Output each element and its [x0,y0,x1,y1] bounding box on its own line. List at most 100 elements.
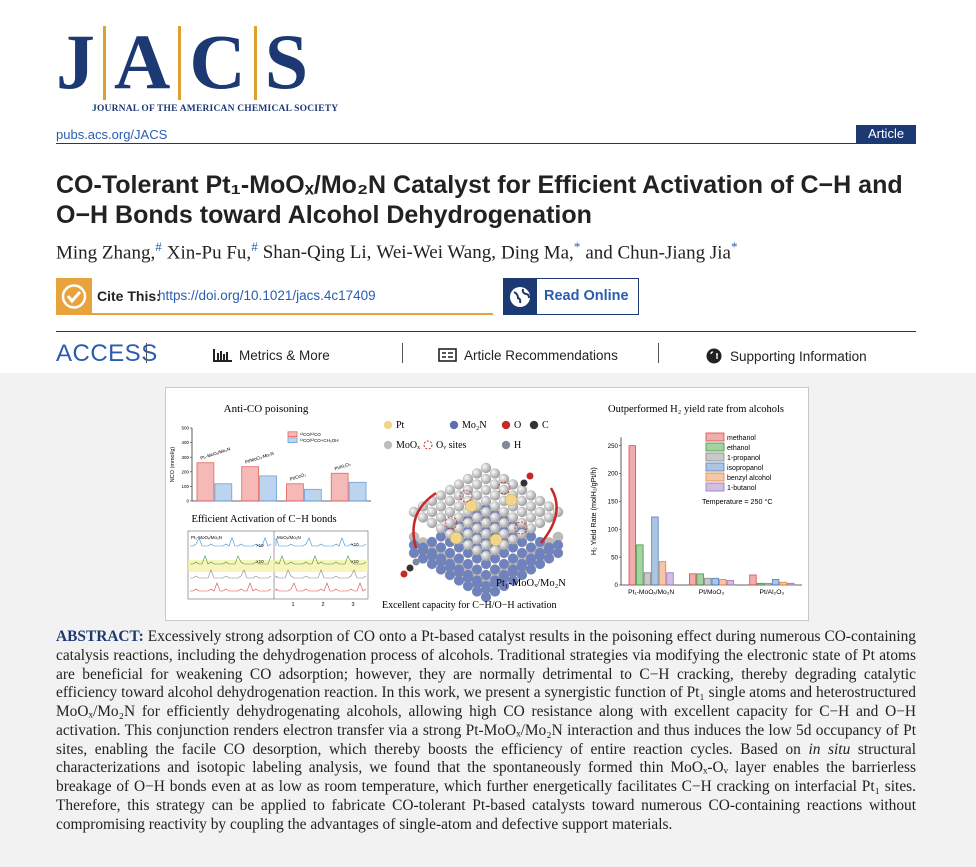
scale-note: ×10 [256,543,264,548]
author-mark: * [573,239,581,254]
legend-label: MoOₓ [396,440,420,451]
journal-name: JOURNAL OF THE AMERICAN CHEMICAL SOCIETY [92,104,339,114]
atom [480,550,492,562]
supporting-info-link[interactable]: Supporting Information [706,348,867,364]
atom [507,512,519,523]
legend-swatch [287,437,298,443]
abstract-part: in situ [808,740,851,758]
atom [471,523,483,534]
access-label: ACCESS [56,340,158,367]
pt-atom [464,499,478,513]
atom [471,512,483,523]
link-text: Article Recommendations [464,348,618,363]
atom [480,517,492,529]
article-type-badge: Article [856,125,916,143]
spectrum-trace [275,537,367,547]
read-online-button[interactable]: Read Online [503,278,639,315]
atom [525,523,537,534]
chart-title: Outperformed H₂ yield rate from alcohols [608,404,784,415]
bar [259,475,277,502]
atom [471,490,483,501]
abstract-text: Excessively strong adsorption of CO onto… [56,628,916,833]
pt-atom [489,533,503,547]
metrics-link[interactable]: Metrics & More [213,348,330,363]
atom [534,506,546,518]
atom [489,564,501,575]
spectrum-trace [190,582,272,592]
doi-link[interactable]: https://doi.org/10.1021/jacs.4c17409 [158,288,376,303]
recommendations-link[interactable]: Article Recommendations [438,348,618,363]
atom [525,512,537,523]
atom [417,542,429,553]
reaction-arrow [412,491,437,549]
atom [444,547,456,559]
atom [453,553,465,564]
x-category-label: Pt/Al₂O₃ [760,589,785,596]
atom [417,553,429,564]
abstract: ABSTRACT: Excessively strong adsorption o… [56,628,916,834]
molecule-atom [526,472,534,480]
atom [471,575,483,586]
author-name: Xin-Pu Fu, [166,242,252,264]
globe-icon [510,287,530,307]
atom [498,484,510,496]
legend-marker [501,440,511,450]
logo-letter: S [264,18,309,105]
legend-label: H [514,440,521,451]
x-category-label: Pt/Al₂O₃ [334,461,351,471]
atom [453,479,465,490]
spectra-x-tick: 1 [291,602,294,608]
spectrum-trace [275,582,367,592]
atom [543,553,555,564]
spectra-x-tick: 3 [351,602,354,608]
author-name: Wei-Wei Wang, [376,242,496,264]
y-axis-label: H₂ Yield Rate (molH₂/gPt/h) [589,467,598,555]
atom [435,512,447,523]
bar [704,577,712,586]
atom [498,517,510,529]
vacancy [514,521,528,535]
atom [543,512,555,523]
author-name: and Chun-Jiang Jia [585,242,731,264]
vacancy [444,516,458,530]
molecule-atom [520,479,528,487]
bar [651,516,659,586]
atom [435,501,447,512]
bar [749,574,757,586]
link-text: Metrics & More [239,348,330,363]
separator [658,343,659,363]
atom [552,547,564,559]
legend-label: ¹²CO/¹²CO [300,432,321,437]
atom [507,534,519,545]
logo-divider [103,26,106,100]
check-icon [61,284,87,309]
legend-swatch [705,482,725,492]
x-category-label: Pt₁-MoOₓ/Mo₂N [628,589,674,596]
figure-caption: Excellent capacity for C−H/O−H activatio… [382,600,557,611]
section-title: Efficient Activation of C−H bonds [191,514,336,525]
legend-label: benzyl alcohol [727,475,772,482]
bar [330,472,349,502]
journal-url[interactable]: pubs.acs.org/JACS [56,127,168,142]
atom [507,553,519,564]
y-tick-label: 0 [186,499,189,504]
separator [146,343,147,363]
atom [534,558,546,570]
atom [489,545,501,556]
scale-note: ×10 [351,559,359,564]
atom [489,479,501,490]
access-rule [56,331,916,332]
spectrum-trace [190,537,272,547]
atom [489,523,501,534]
author-list: Ming Zhang,# Xin-Pu Fu,# Shan-Qing Li, Wei-… [56,239,742,264]
atom [498,473,510,485]
bar [756,582,765,586]
atom [507,575,519,586]
atom [498,528,510,540]
y-tick-label: 500 [181,426,189,431]
bar [628,445,636,586]
atom [516,506,528,518]
legend-label: 1-propanol [727,455,761,462]
separator [402,343,403,363]
